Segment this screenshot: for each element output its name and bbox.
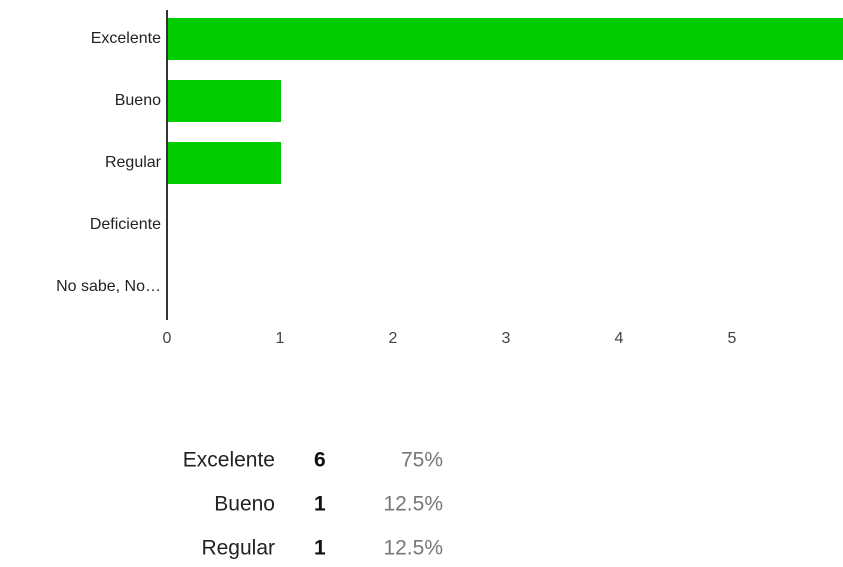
y-tick-label: Regular <box>105 154 162 171</box>
y-tick-label: Excelente <box>91 30 161 47</box>
table-count: 1 <box>314 537 326 560</box>
table-percent: 12.5% <box>383 493 443 516</box>
bar <box>168 18 843 60</box>
bar <box>168 142 281 184</box>
x-tick-label: 2 <box>389 330 398 347</box>
bar <box>168 80 281 122</box>
table-percent: 75% <box>401 449 443 472</box>
y-tick-label: Bueno <box>115 92 161 109</box>
x-tick-label: 1 <box>276 330 285 347</box>
table-label: Excelente <box>183 449 275 472</box>
table-percent: 12.5% <box>383 537 443 560</box>
table-label: Bueno <box>214 493 275 516</box>
x-tick-label: 5 <box>728 330 737 347</box>
x-tick-label: 4 <box>615 330 624 347</box>
table-count: 1 <box>314 493 326 516</box>
y-tick-label: No sabe, No… <box>56 278 161 295</box>
table-count: 6 <box>314 449 326 472</box>
y-tick-label: Deficiente <box>90 216 161 233</box>
x-tick-label: 3 <box>502 330 511 347</box>
table-label: Regular <box>201 537 275 560</box>
x-tick-label: 0 <box>163 330 172 347</box>
